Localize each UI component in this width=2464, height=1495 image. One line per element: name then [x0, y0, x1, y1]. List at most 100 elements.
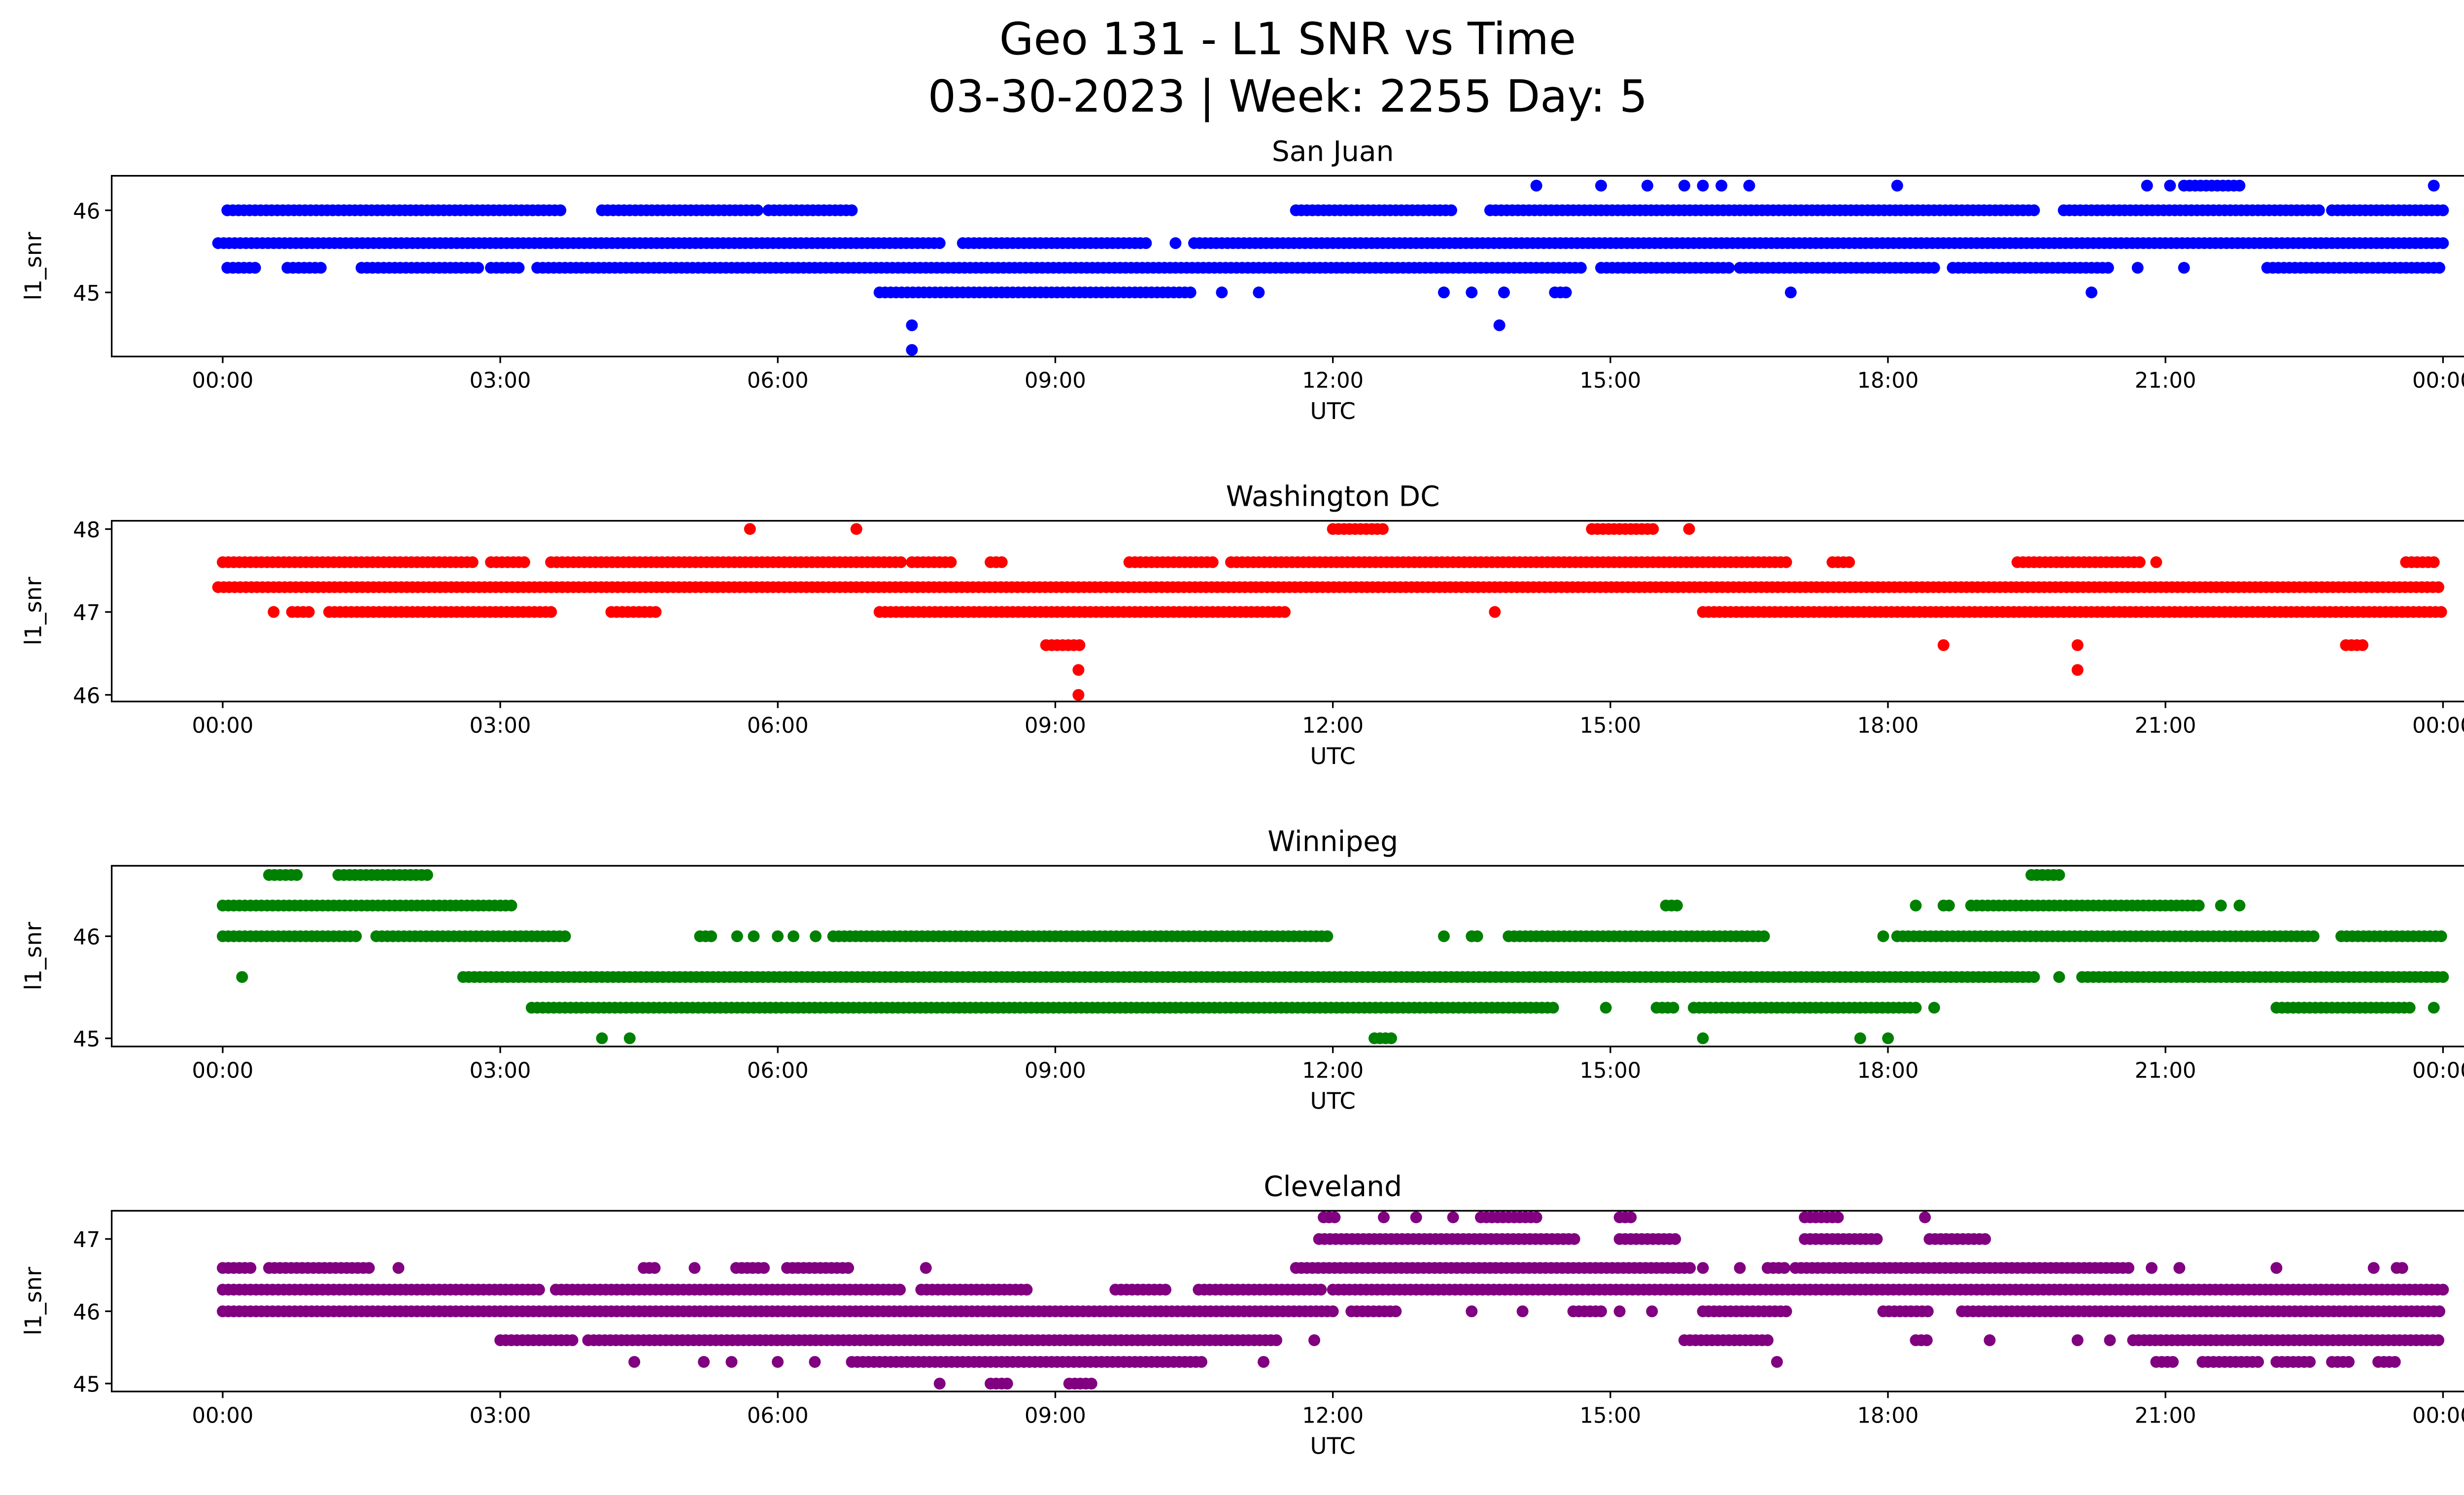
data-point	[545, 606, 557, 618]
data-point	[2435, 606, 2447, 618]
x-tick-label: 21:00	[2135, 714, 2196, 738]
data-points	[216, 869, 2449, 1044]
x-tick-label: 00:00	[2412, 1058, 2464, 1083]
data-point	[698, 1356, 710, 1368]
x-tick-label: 00:00	[2412, 1403, 2464, 1428]
data-point	[1625, 1211, 1637, 1223]
data-point	[1085, 1378, 1097, 1390]
data-point	[1891, 179, 1903, 192]
data-point	[1921, 1305, 1934, 1318]
x-tick-label: 03:00	[470, 1403, 531, 1428]
x-tick-label: 18:00	[1857, 714, 1919, 738]
data-point	[1684, 1262, 1696, 1274]
data-point	[236, 971, 248, 983]
y-axis-label: l1_snr	[20, 1266, 47, 1335]
data-point	[268, 606, 280, 618]
data-point	[2437, 204, 2449, 216]
data-point	[809, 1356, 821, 1368]
data-point	[472, 262, 484, 274]
data-point	[2133, 556, 2146, 568]
x-tick-label: 15:00	[1579, 1403, 1641, 1428]
data-point	[1641, 179, 1653, 192]
data-point	[787, 930, 800, 942]
subplot-title: Cleveland	[1264, 1170, 1402, 1203]
y-tick-label: 47	[73, 601, 100, 626]
x-tick-label: 12:00	[1302, 369, 1364, 393]
figure-subtitle: 03-30-2023 | Week: 2255 Day: 5	[928, 71, 1648, 123]
y-tick-label: 46	[73, 684, 100, 708]
data-point	[2071, 664, 2084, 676]
data-point	[1376, 523, 1389, 535]
data-point	[748, 930, 760, 942]
data-point	[533, 1284, 545, 1296]
data-point	[2141, 179, 2153, 192]
x-tick-label: 00:00	[192, 1058, 253, 1083]
data-point	[772, 1356, 784, 1368]
data-point	[895, 556, 907, 568]
data-point	[725, 1356, 738, 1368]
data-point	[2433, 262, 2446, 274]
data-point	[2389, 1356, 2401, 1368]
data-point	[1919, 1211, 1931, 1223]
x-tick-label: 00:00	[2412, 714, 2464, 738]
figure-title: Geo 131 - L1 SNR vs Time	[999, 13, 1576, 65]
data-point	[2104, 1334, 2116, 1347]
data-point	[2146, 1262, 2158, 1274]
data-point	[2304, 1356, 2316, 1368]
data-point	[850, 523, 862, 535]
data-point	[2233, 179, 2246, 192]
data-point	[1072, 689, 1085, 701]
x-tick-label: 00:00	[192, 1403, 253, 1428]
x-tick-label: 09:00	[1025, 1058, 1086, 1083]
data-point	[1329, 1211, 1341, 1223]
data-point	[1669, 1233, 1681, 1245]
data-point	[1466, 286, 1478, 299]
data-point	[1073, 639, 1086, 651]
x-tick-label: 21:00	[2135, 1403, 2196, 1428]
data-point	[1308, 1334, 1320, 1347]
y-tick-label: 46	[73, 925, 100, 950]
x-tick-label: 00:00	[192, 714, 253, 738]
y-tick-label: 47	[73, 1228, 100, 1252]
data-point	[2313, 204, 2325, 216]
data-point	[291, 869, 303, 881]
data-point	[933, 237, 946, 249]
x-tick-label: 18:00	[1857, 369, 1919, 393]
data-point	[1984, 1334, 1996, 1347]
data-point	[1547, 1002, 1559, 1014]
data-point	[2433, 1305, 2446, 1318]
data-point	[1910, 900, 1922, 912]
data-point	[1771, 1356, 1783, 1368]
data-point	[2192, 900, 2205, 912]
data-point	[1697, 1262, 1709, 1274]
data-point	[596, 1032, 608, 1044]
data-point	[1595, 1305, 1607, 1318]
data-point	[1493, 319, 1506, 331]
data-point	[466, 556, 479, 568]
data-point	[1877, 930, 1889, 942]
data-point	[1498, 286, 1510, 299]
subplot-title: Winnipeg	[1267, 825, 1398, 858]
data-point	[1216, 286, 1228, 299]
data-point	[2102, 262, 2114, 274]
data-point	[314, 262, 327, 274]
x-axis-label: UTC	[1310, 1433, 1356, 1460]
x-tick-label: 06:00	[747, 714, 809, 738]
data-point	[392, 1262, 405, 1274]
data-point	[1574, 262, 1587, 274]
data-point	[1489, 606, 1501, 618]
y-axis-label: l1_snr	[20, 232, 47, 301]
data-point	[2053, 869, 2065, 881]
y-tick-label: 45	[73, 1027, 100, 1052]
data-point	[1445, 204, 1457, 216]
data-point	[2028, 204, 2040, 216]
data-point	[1253, 286, 1265, 299]
data-point	[744, 523, 756, 535]
x-tick-label: 21:00	[2135, 369, 2196, 393]
data-point	[2122, 1262, 2135, 1274]
data-point	[1678, 179, 1690, 192]
plot-frame	[110, 865, 2464, 1047]
data-point	[2396, 1262, 2408, 1274]
data-point	[1196, 1356, 1208, 1368]
